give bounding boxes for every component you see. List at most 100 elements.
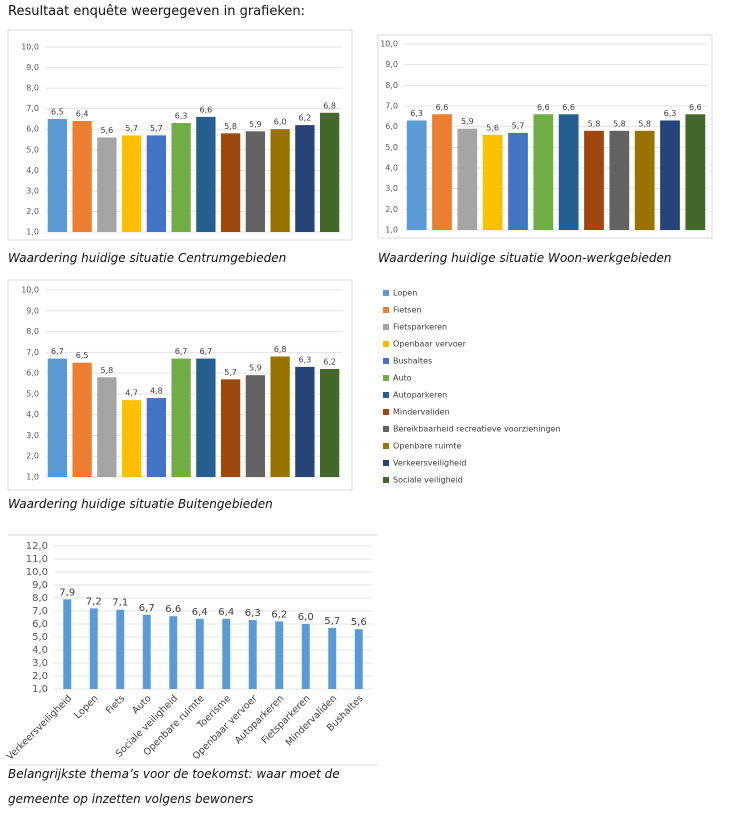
- value-label: 6,7: [51, 347, 64, 356]
- value-label: 7,9: [59, 587, 75, 598]
- value-label: 5,6: [351, 617, 367, 628]
- value-label: 5,6: [101, 126, 114, 135]
- value-label: 6,6: [200, 105, 213, 114]
- bar: [196, 358, 216, 477]
- value-label: 5,7: [125, 124, 138, 133]
- y-tick-label: 8,0: [26, 327, 39, 336]
- chart-frame: [377, 34, 713, 239]
- value-label: 6,0: [274, 118, 287, 127]
- y-tick-label: 6,0: [26, 125, 39, 134]
- value-label: 5,8: [638, 119, 651, 128]
- chart-caption: Waardering huidige situatie Woon-werkgeb…: [378, 251, 672, 265]
- value-label: 6,7: [175, 347, 188, 356]
- bar: [63, 599, 72, 689]
- value-label: 6,4: [76, 110, 89, 119]
- y-tick-label: 9,0: [26, 306, 39, 315]
- bar: [169, 616, 178, 689]
- legend-label: Lopen: [393, 289, 417, 298]
- y-tick-label: 8,0: [32, 593, 48, 604]
- y-tick-label: 3,0: [26, 186, 39, 195]
- value-label: 5,7: [512, 121, 525, 130]
- heading: Resultaat enquête weergegeven in grafiek…: [8, 4, 306, 19]
- bar: [634, 130, 655, 230]
- bar: [195, 618, 204, 689]
- value-label: 6,6: [436, 103, 449, 112]
- bar: [171, 358, 191, 477]
- value-label: 5,9: [249, 364, 262, 373]
- legend-label: Mindervaliden: [393, 408, 450, 417]
- y-tick-label: 4,0: [26, 410, 39, 419]
- x-tick-label: Verkeersveiligheid: [5, 693, 74, 762]
- bar: [146, 135, 167, 232]
- x-tick-label: Fiets: [104, 693, 127, 716]
- bar: [171, 123, 191, 232]
- value-label: 5,9: [461, 117, 474, 126]
- y-tick-label: 1,0: [26, 228, 39, 237]
- legend-label: Auto: [393, 374, 412, 383]
- bar: [72, 121, 92, 232]
- y-tick-label: 5,0: [385, 143, 398, 152]
- y-tick-label: 4,0: [26, 166, 39, 175]
- y-tick-label: 11,0: [26, 554, 48, 565]
- value-label: 6,5: [76, 351, 89, 360]
- bar: [660, 120, 680, 230]
- y-tick-label: 10,0: [26, 567, 48, 578]
- legend-swatch: [383, 426, 389, 432]
- legend-swatch: [383, 443, 389, 449]
- legend-label: Verkeersveiligheid: [393, 459, 466, 468]
- bar: [220, 379, 241, 477]
- value-label: 6,4: [218, 607, 234, 618]
- bar: [354, 629, 363, 689]
- value-label: 5,9: [249, 120, 262, 129]
- value-label: 6,8: [323, 101, 336, 110]
- legend-swatch: [383, 307, 389, 313]
- value-label: 6,3: [664, 109, 677, 118]
- value-label: 5,8: [588, 119, 601, 128]
- y-tick-label: 2,0: [26, 452, 39, 461]
- y-tick-label: 9,0: [385, 60, 398, 69]
- legend-label: Fietsparkeren: [393, 323, 447, 332]
- bar: [97, 377, 117, 477]
- value-label: 5,7: [224, 368, 237, 377]
- value-label: 6,3: [410, 109, 423, 118]
- y-tick-label: 4,0: [32, 645, 48, 656]
- y-tick-label: 6,0: [385, 122, 398, 131]
- value-label: 4,8: [150, 387, 163, 396]
- legend-swatch: [383, 409, 389, 415]
- bar: [301, 624, 310, 689]
- bar: [248, 620, 257, 689]
- value-label: 6,6: [562, 103, 575, 112]
- bar: [245, 375, 266, 477]
- y-tick-label: 7,0: [26, 104, 39, 113]
- y-tick-label: 2,0: [32, 671, 48, 682]
- legend-swatch: [383, 460, 389, 466]
- bar: [432, 114, 452, 230]
- y-tick-label: 8,0: [385, 81, 398, 90]
- y-tick-label: 12,0: [26, 541, 48, 552]
- value-label: 5,8: [224, 122, 237, 131]
- legend-swatch: [383, 477, 389, 483]
- legend-swatch: [383, 358, 389, 364]
- value-label: 5,6: [486, 123, 499, 132]
- bar: [116, 609, 125, 689]
- bar: [89, 608, 98, 689]
- bar: [121, 135, 142, 232]
- y-tick-label: 3,0: [385, 184, 398, 193]
- bar: [295, 366, 315, 477]
- value-label: 5,8: [613, 119, 626, 128]
- y-tick-label: 4,0: [385, 164, 398, 173]
- legend-label: Openbaar vervoer: [393, 340, 467, 349]
- value-label: 6,2: [323, 357, 336, 366]
- bar: [457, 128, 478, 230]
- y-tick-label: 7,0: [385, 102, 398, 111]
- value-label: 6,7: [200, 347, 213, 356]
- y-tick-label: 5,0: [26, 145, 39, 154]
- value-label: 6,8: [274, 345, 287, 354]
- bar: [97, 137, 117, 232]
- chart-caption: Belangrijkste thema’s voor de toekomst: …: [8, 767, 340, 806]
- chart-frame: [7, 279, 353, 491]
- legend-label: Bushaltes: [393, 357, 432, 366]
- value-label: 6,3: [175, 112, 188, 121]
- chart-frame: [7, 29, 353, 241]
- bar: [508, 132, 528, 230]
